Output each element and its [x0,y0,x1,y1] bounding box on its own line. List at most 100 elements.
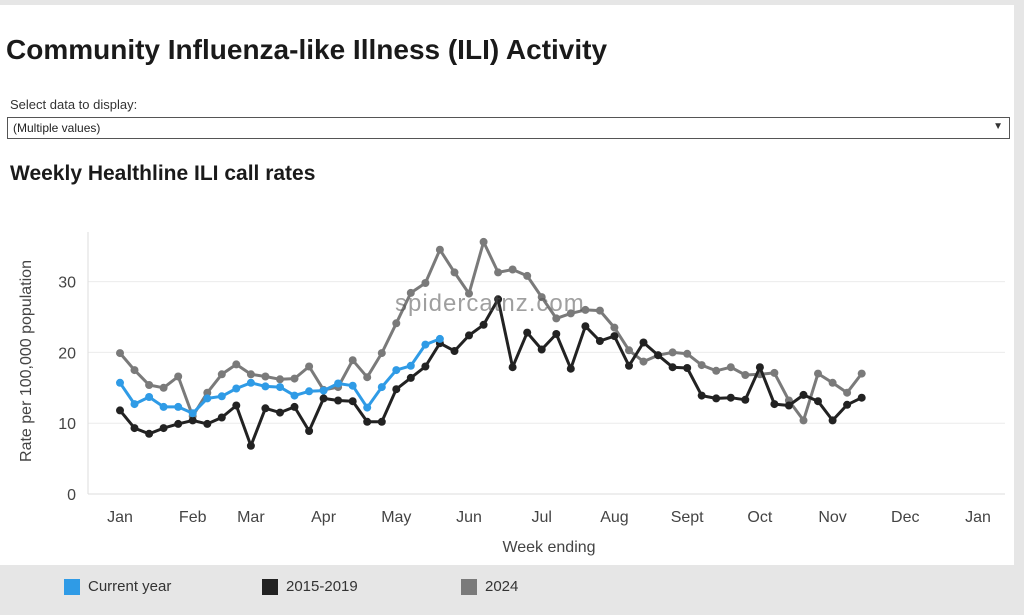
data-point-current-year [392,366,401,375]
data-point-2024 [566,309,575,318]
data-point-2015-2019 [145,429,154,438]
data-point-2015-2019 [857,393,866,402]
legend-item-2024[interactable]: 2024 [461,578,518,595]
data-point-2015-2019 [828,416,837,425]
data-point-2024 [203,388,212,397]
data-point-2015-2019 [276,408,284,417]
legend-item-2015-2019[interactable]: 2015-2019 [262,578,358,595]
data-point-2024 [697,361,706,370]
data-point-2024 [712,366,721,375]
data-point-current-year [276,383,284,392]
filter-value: (Multiple values) [13,121,101,135]
data-filter-dropdown[interactable]: (Multiple values) ▼ [7,117,1010,139]
page-title: Community Influenza-like Illness (ILI) A… [6,34,608,65]
x-tick-label: Sept [671,509,704,526]
data-point-current-year [305,387,314,396]
data-point-current-year [261,382,270,391]
data-point-2015-2019 [203,419,212,428]
x-tick-label: Jan [965,509,991,526]
data-point-2024 [668,348,677,357]
data-point-2015-2019 [494,295,503,304]
x-tick-label: Aug [600,509,628,526]
data-point-2015-2019 [639,338,648,347]
data-point-2015-2019 [712,394,721,403]
data-point-2015-2019 [479,320,488,329]
data-point-2015-2019 [654,351,663,360]
data-point-2015-2019 [523,328,532,337]
data-point-2015-2019 [843,400,852,409]
data-point-2024 [290,374,299,383]
x-tick-label: Jun [456,509,482,526]
data-point-2015-2019 [261,404,270,413]
data-point-2024 [232,360,241,369]
series-current-year [116,334,444,418]
series-line-2024 [118,240,863,422]
data-point-2024 [276,375,284,384]
data-point-2015-2019 [566,364,575,373]
data-point-2015-2019 [625,361,633,370]
data-point-current-year [203,394,212,403]
data-point-current-year [334,379,343,388]
data-point-2015-2019 [697,391,706,400]
data-point-current-year [377,383,386,392]
data-point-2024 [435,245,444,254]
chart-legend: Current year 2015-2019 2024 [0,578,1024,598]
data-point-2024 [130,366,139,375]
data-point-2015-2019 [726,393,735,402]
data-point-2015-2019 [174,419,183,428]
data-point-2024 [348,356,357,365]
data-point-current-year [406,361,415,370]
data-point-current-year [232,384,241,393]
x-tick-label: Jul [532,509,552,526]
data-point-2024 [857,369,866,378]
y-tick-label: 0 [67,487,76,504]
legend-item-current-year[interactable]: Current year [64,578,171,595]
data-point-2015-2019 [188,416,197,425]
data-point-2015-2019 [814,397,822,406]
legend-label-2015-2019: 2015-2019 [286,578,358,595]
data-point-2024 [610,323,619,332]
data-point-2015-2019 [610,332,619,341]
data-point-2015-2019 [348,397,357,406]
data-point-2024 [814,369,822,378]
data-point-2015-2019 [595,337,604,345]
x-tick-label: Apr [311,509,337,526]
data-point-2024 [465,289,473,298]
data-point-current-year [290,391,299,400]
data-point-2015-2019 [683,364,692,372]
data-point-2015-2019 [217,413,226,422]
data-point-2015-2019 [537,345,546,354]
data-point-2015-2019 [755,363,764,372]
chart-title: Weekly Healthline ILI call rates [10,162,316,185]
data-point-2015-2019 [668,363,677,372]
data-point-2024 [246,370,255,379]
legend-swatch-current-year [64,578,80,595]
data-point-2024 [741,371,750,379]
series-2015-2019 [116,295,866,450]
data-point-2015-2019 [290,402,299,411]
data-point-current-year [130,400,139,409]
data-point-2024 [523,271,532,280]
data-point-current-year [159,402,168,411]
data-point-2024 [494,268,503,277]
data-point-2024 [174,372,183,381]
x-tick-label: Feb [179,509,207,526]
x-tick-label: Oct [747,509,772,526]
data-point-2015-2019 [305,427,314,435]
x-tick-label: May [381,509,411,526]
chevron-down-icon[interactable]: ▼ [993,121,1003,132]
data-point-2024 [479,237,488,246]
data-point-2015-2019 [741,395,750,404]
data-point-2024 [305,362,314,371]
data-point-2015-2019 [392,385,401,394]
data-point-2024 [508,265,517,274]
y-tick-label: 30 [58,275,76,292]
data-point-current-year [348,381,357,390]
data-point-2015-2019 [377,417,386,426]
data-point-2015-2019 [465,331,473,340]
data-point-2024 [828,378,837,387]
data-point-2015-2019 [450,347,459,355]
data-point-current-year [116,378,124,387]
data-point-2024 [770,368,779,377]
data-point-2024 [537,293,546,302]
